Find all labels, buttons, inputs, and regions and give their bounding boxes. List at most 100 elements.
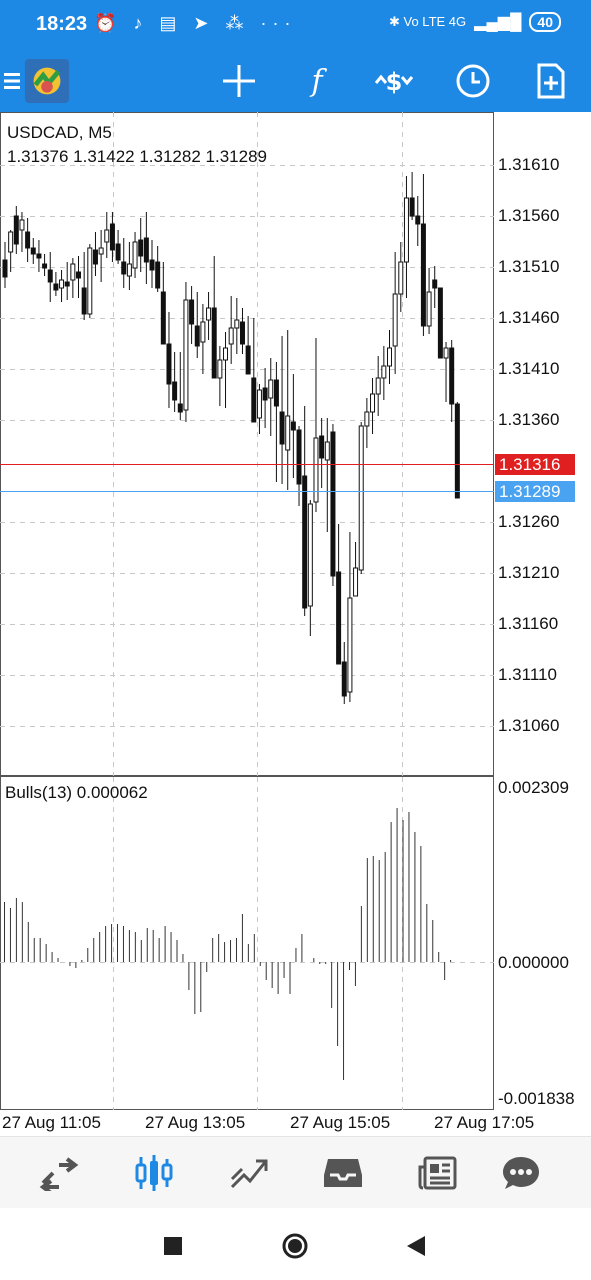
bearish-candle [166,343,172,385]
price-chart-canvas[interactable] [0,112,591,1136]
bullish-candle [347,597,353,693]
bullish-candle [206,307,212,321]
bearish-candle [341,661,347,697]
bearish-candle [211,307,217,379]
bullish-candle [443,347,449,359]
bearish-candle [296,429,302,485]
bearish-candle [13,215,19,245]
new-order-icon[interactable] [528,58,574,104]
bearish-candle [336,571,342,665]
bullish-candle [403,197,409,263]
ohlc-values: 1.31376 1.31422 1.31282 1.31289 [7,147,267,166]
trade-icon[interactable] [224,1149,274,1197]
network-icons: ✱ Vo LTE 4G [389,14,467,29]
timeframe-icon[interactable] [450,58,496,104]
chart-icon[interactable] [129,1149,179,1197]
quotes-icon[interactable] [35,1149,85,1197]
bearish-candle [92,249,98,265]
bearish-candle [449,347,455,405]
bearish-candle [454,403,460,499]
price-axis-label: 1.31360 [498,410,560,429]
status-time: 18:23 [36,13,88,35]
messages-icon[interactable] [496,1149,546,1197]
bearish-candle [409,197,415,217]
bullish-candle [126,263,132,277]
bullish-candle [19,219,25,231]
notification-icons: ⏰ ♪ ▤ ➤ ⁂ ··· [94,13,297,33]
bullish-candle [98,247,104,255]
bullish-candle [398,261,404,295]
bearish-candle [30,247,36,255]
bullish-candle [353,567,359,597]
bullish-candle [313,437,319,503]
indicator-scale-label: 0.002309 [498,778,569,797]
bearish-candle [143,237,149,263]
symbol-timeframe-label: USDCAD, M5 [7,123,112,142]
chart-area[interactable]: USDCAD, M5 1.31376 1.31422 1.31282 1.312… [0,112,591,1136]
bearish-candle [290,421,296,431]
crosshair-icon[interactable] [216,58,262,104]
svg-text:$: $ [386,68,403,96]
system-status-icons: ✱ Vo LTE 4G ▂▄▆█ 40 [389,12,561,32]
indicators-icon[interactable]: f [294,58,340,104]
bearish-candle [115,243,121,261]
bearish-candle [109,223,115,251]
bullish-candle [358,425,364,571]
bearish-candle [273,379,279,407]
bullish-candle [59,279,65,289]
trade-icon[interactable]: $ [371,58,417,104]
home-button[interactable] [277,1228,313,1264]
time-axis-label: 27 Aug 15:05 [290,1113,391,1132]
bullish-candle [381,365,387,379]
news-icon[interactable] [413,1149,463,1197]
history-icon[interactable] [318,1149,368,1197]
price-axis-label: 1.31110 [498,665,557,684]
bearish-candle [25,231,31,249]
bearish-candle [437,287,443,359]
bullish-candle [217,359,223,379]
bearish-candle [2,259,8,278]
bullish-candle [426,291,432,327]
bearish-candle [160,291,166,345]
bearish-candle [189,299,195,325]
bullish-candle [307,503,313,607]
time-axis-label: 27 Aug 17:05 [434,1113,535,1132]
bullish-candle [386,347,392,367]
app-logo[interactable] [24,58,70,104]
bearish-candle [47,269,53,283]
bearish-candle [194,325,200,347]
price-axis-label: 1.31560 [498,206,560,225]
bearish-candle [42,263,48,269]
bearish-candle [121,261,127,275]
bullish-candle [132,241,138,269]
menu-icon[interactable] [0,58,36,104]
bullish-candle [324,441,330,461]
indicator-scale-label: -0.001838 [498,1089,575,1108]
bullish-candle [200,321,206,343]
price-axis-label: 1.31410 [498,359,560,378]
bottom-navigation [0,1136,591,1208]
bullish-candle [87,247,93,315]
price-axis-label: 1.31210 [498,563,560,582]
signal-icon: ▂▄▆█ [474,14,522,31]
bearish-candle [415,215,421,225]
bearish-candle [36,253,42,259]
bearish-candle [149,259,155,271]
bullish-candle [234,319,240,329]
price-axis-label: 1.31460 [498,308,560,327]
bullish-candle [228,327,234,345]
price-axis-label: 1.31610 [498,155,560,174]
bearish-candle [262,387,268,401]
bullish-candle [375,377,381,395]
price-axis-label: 1.31260 [498,512,560,531]
bullish-candle [364,411,370,427]
back-button[interactable] [398,1228,434,1264]
bullish-candle [70,263,76,281]
price-axis-label: 1.31060 [498,716,560,735]
bullish-candle [285,415,291,451]
recents-button[interactable] [155,1228,191,1264]
bearish-candle [64,281,70,287]
bearish-candle [330,431,336,577]
bearish-candle [76,271,82,279]
battery-icon: 40 [529,12,561,32]
